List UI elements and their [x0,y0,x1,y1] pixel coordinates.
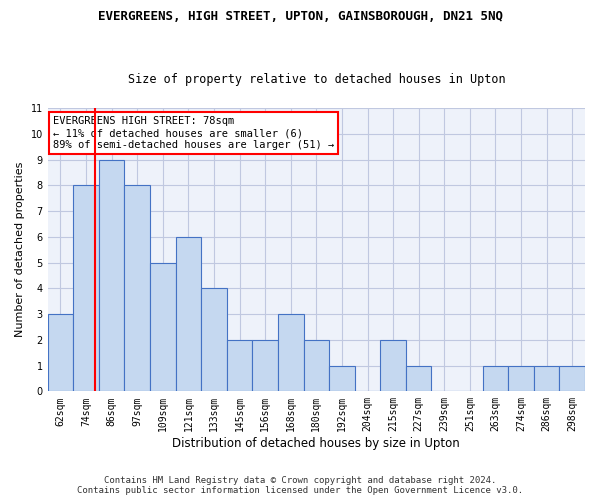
Bar [559,366,585,392]
Bar [406,366,431,392]
Bar [304,340,329,392]
Bar [253,340,278,392]
Y-axis label: Number of detached properties: Number of detached properties [15,162,25,338]
Title: Size of property relative to detached houses in Upton: Size of property relative to detached ho… [128,73,505,86]
Bar [99,160,124,392]
Bar [508,366,534,392]
Bar [150,262,176,392]
Bar [73,186,99,392]
Bar [380,340,406,392]
Bar [482,366,508,392]
Bar [47,314,73,392]
Bar [227,340,253,392]
Bar [329,366,355,392]
Text: Contains HM Land Registry data © Crown copyright and database right 2024.
Contai: Contains HM Land Registry data © Crown c… [77,476,523,495]
X-axis label: Distribution of detached houses by size in Upton: Distribution of detached houses by size … [172,437,460,450]
Text: EVERGREENS HIGH STREET: 78sqm
← 11% of detached houses are smaller (6)
89% of se: EVERGREENS HIGH STREET: 78sqm ← 11% of d… [53,116,334,150]
Bar [124,186,150,392]
Bar [278,314,304,392]
Bar [176,237,201,392]
Bar [201,288,227,392]
Text: EVERGREENS, HIGH STREET, UPTON, GAINSBOROUGH, DN21 5NQ: EVERGREENS, HIGH STREET, UPTON, GAINSBOR… [97,10,503,23]
Bar [534,366,559,392]
